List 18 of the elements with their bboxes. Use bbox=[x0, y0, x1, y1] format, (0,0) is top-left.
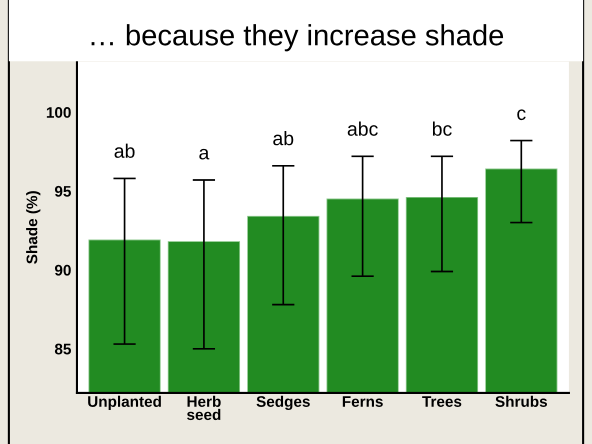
x-tick-label: Ferns bbox=[342, 396, 383, 407]
annotation: abc bbox=[348, 122, 378, 136]
annotation: ab bbox=[114, 144, 135, 158]
annotation: ab bbox=[273, 131, 294, 146]
x-tick-label: Trees bbox=[422, 396, 462, 407]
x-tick-label: Unplanted bbox=[88, 396, 161, 410]
annotation: c bbox=[517, 109, 526, 120]
y-tick-label: 90 bbox=[54, 264, 71, 276]
x-tick-label: Sedges bbox=[256, 396, 310, 410]
chart-title: … because they increase shade bbox=[92, 24, 504, 52]
x-tick-label: Herb seed bbox=[187, 396, 221, 420]
y-tick-label: 100 bbox=[46, 107, 71, 118]
y-tick-label: 95 bbox=[54, 186, 71, 197]
y-tick-label: 85 bbox=[54, 344, 71, 354]
y-axis-title: Shade (%) bbox=[26, 191, 40, 264]
annotation: bc bbox=[432, 122, 452, 136]
x-tick-label: Shrubs bbox=[495, 396, 547, 407]
annotation: a bbox=[199, 148, 210, 160]
